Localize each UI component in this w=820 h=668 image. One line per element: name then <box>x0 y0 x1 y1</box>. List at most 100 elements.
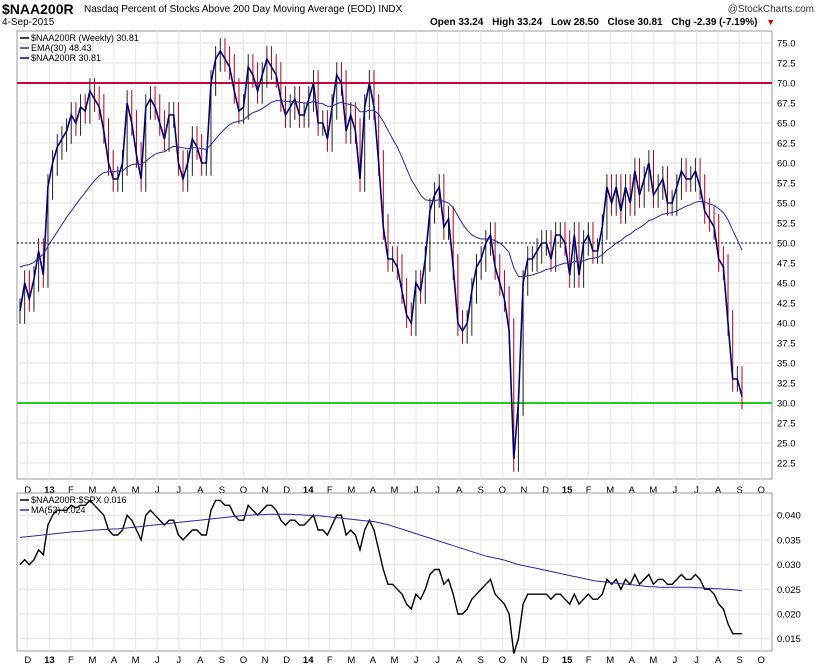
chart-header: $NAA200R Nasdaq Percent of Stocks Above … <box>0 0 820 30</box>
y-tick-label: 70.0 <box>777 79 796 90</box>
series-line <box>19 499 742 654</box>
x-tick-label: M <box>347 485 355 496</box>
x-tick-label: J <box>414 655 419 666</box>
y-tick-label: 30.0 <box>777 399 796 410</box>
x-tick-label: S <box>478 485 484 496</box>
x-tick-label: S <box>736 485 742 496</box>
x-tick-label: M <box>649 485 657 496</box>
x-tick-label: J <box>694 485 699 496</box>
y-tick-label: 0.015 <box>777 634 801 645</box>
y-tick-label: 62.5 <box>777 139 796 150</box>
x-tick-label: D <box>24 485 31 496</box>
y-tick-label: 0.035 <box>777 535 801 546</box>
x-tick-label: J <box>673 485 678 496</box>
y-tick-label: 22.5 <box>777 459 796 470</box>
watermark: @StockCharts.com <box>727 4 814 15</box>
y-tick-label: 27.5 <box>777 419 796 430</box>
y-tick-label: 65.0 <box>777 119 796 130</box>
x-tick-label: 13 <box>44 485 55 496</box>
change-value: Chg -2.39 (-7.19%) <box>671 17 758 28</box>
y-tick-label: 50.0 <box>777 239 796 250</box>
y-tick-label: 60.0 <box>777 159 796 170</box>
x-tick-label: M <box>89 655 97 666</box>
y-tick-label: 67.5 <box>777 99 796 110</box>
ohlc-readout: Open 33.24 High 33.24 Low 28.50 Close 30… <box>430 17 781 28</box>
x-tick-label: M <box>649 655 657 666</box>
y-tick-label: 32.5 <box>777 379 796 390</box>
y-tick-label: 75.0 <box>777 39 796 50</box>
legend-entry: EMA(30) 48.43 <box>31 43 92 53</box>
x-tick-label: J <box>155 655 160 666</box>
x-tick-label: O <box>758 485 765 496</box>
x-tick-label: S <box>736 655 742 666</box>
x-tick-label: J <box>673 655 678 666</box>
y-tick-label: 52.5 <box>777 219 796 230</box>
y-tick-label: 0.030 <box>777 560 801 571</box>
x-tick-label: N <box>262 655 269 666</box>
x-tick-label: F <box>327 485 333 496</box>
price-panel: 22.5 25.0 27.5 30.0 32.5 35.0 37.5 40.0 42.5 45.0… <box>16 30 796 496</box>
y-tick-label: 37.5 <box>777 339 796 350</box>
legend-entry: MA(52) 0.024 <box>31 505 86 515</box>
down-arrow-icon: ▼ <box>766 17 776 27</box>
x-tick-label: 15 <box>562 655 573 666</box>
x-tick-label: J <box>694 655 699 666</box>
x-tick-label: 15 <box>562 485 573 496</box>
x-tick-label: J <box>414 485 419 496</box>
x-tick-label: F <box>68 485 74 496</box>
x-tick-label: A <box>370 485 377 496</box>
x-tick-label: S <box>219 485 225 496</box>
x-tick-label: D <box>24 655 31 666</box>
y-tick-label: 0.020 <box>777 609 801 620</box>
x-tick-label: M <box>606 485 614 496</box>
x-tick-label: A <box>715 485 722 496</box>
y-tick-label: 25.0 <box>777 439 796 450</box>
y-tick-label: 57.5 <box>777 179 796 190</box>
x-tick-label: A <box>629 655 636 666</box>
x-tick-label: J <box>435 655 440 666</box>
y-tick-label: 55.0 <box>777 199 796 210</box>
x-tick-label: A <box>456 655 463 666</box>
x-tick-label: O <box>758 655 765 666</box>
x-tick-label: 14 <box>303 655 314 666</box>
x-tick-label: O <box>240 485 247 496</box>
x-tick-label: M <box>391 485 399 496</box>
x-tick-label: J <box>155 485 160 496</box>
open-value: Open 33.24 <box>430 17 484 28</box>
x-tick-label: A <box>111 655 118 666</box>
x-tick-label: D <box>283 655 290 666</box>
series-line <box>19 49 743 460</box>
x-tick-label: O <box>499 655 506 666</box>
x-tick-label: A <box>370 655 377 666</box>
chart-date: 4-Sep-2015 <box>2 17 55 28</box>
legend-entry: $NAA200R 30.81 <box>31 53 101 63</box>
y-tick-label: 0.025 <box>777 585 801 596</box>
x-tick-label: D <box>542 655 549 666</box>
x-tick-label: M <box>89 485 97 496</box>
x-tick-label: M <box>347 655 355 666</box>
x-tick-label: A <box>715 655 722 666</box>
x-tick-label: M <box>391 655 399 666</box>
close-value: Close 30.81 <box>607 17 663 28</box>
x-tick-label: J <box>176 485 181 496</box>
legend-entry: $NAA200R (Weekly) 30.81 <box>31 33 139 43</box>
ratio-panel: 0.015 0.020 0.025 0.030 0.035 0.040 D 13 F M A M J J A… <box>16 492 801 666</box>
x-tick-label: M <box>606 655 614 666</box>
x-tick-label: F <box>586 655 592 666</box>
y-tick-label: 72.5 <box>777 59 796 70</box>
series-line <box>19 513 743 592</box>
x-tick-label: J <box>176 655 181 666</box>
x-tick-label: F <box>586 485 592 496</box>
x-tick-label: J <box>435 485 440 496</box>
y-tick-label: 47.5 <box>777 259 796 270</box>
x-tick-label: A <box>197 655 204 666</box>
y-tick-label: 35.0 <box>777 359 796 370</box>
y-tick-label: 45.0 <box>777 279 796 290</box>
ticker-symbol: $NAA200R <box>2 1 74 17</box>
high-value: High 33.24 <box>492 17 543 28</box>
x-tick-label: 14 <box>303 485 314 496</box>
x-tick-label: 13 <box>44 655 55 666</box>
x-tick-label: F <box>68 655 74 666</box>
x-tick-label: A <box>111 485 118 496</box>
